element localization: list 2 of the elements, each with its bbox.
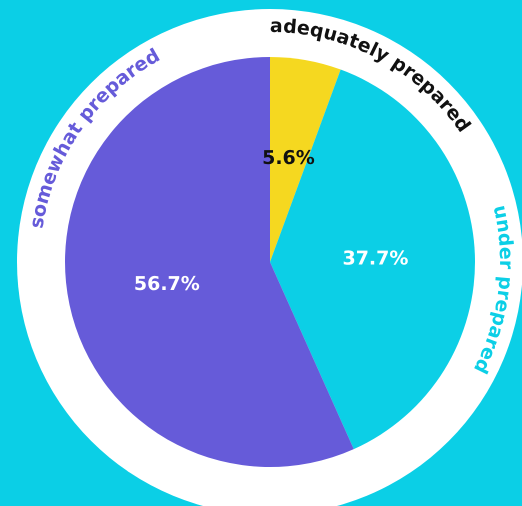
data-label: 56.7% — [134, 273, 200, 296]
data-label: 37.7% — [342, 247, 408, 270]
